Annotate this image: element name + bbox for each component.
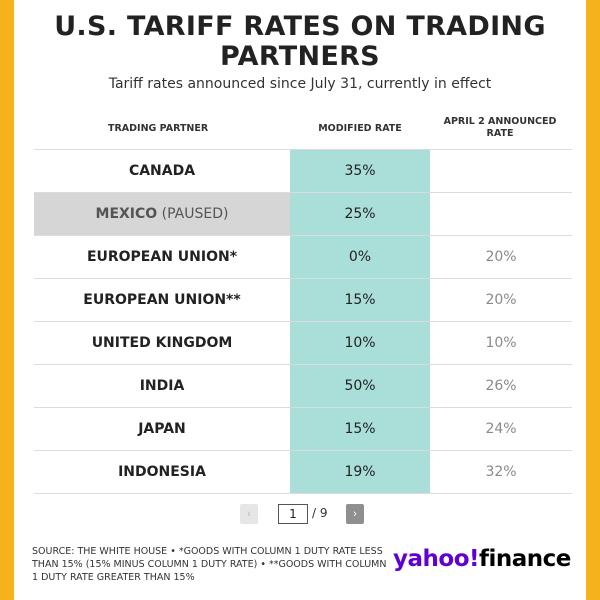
partner-name: INDONESIA (118, 464, 206, 480)
table-row: EUROPEAN UNION* 0% 20% (34, 235, 572, 278)
partner-name: EUROPEAN UNION** (83, 292, 241, 308)
partner-name: CANADA (128, 163, 196, 179)
chart-title: U.S. TARIFF RATES ON TRADING PARTNERS (54, 11, 546, 72)
partner-name: MEXICO (95, 206, 158, 222)
column-header-april: APRIL 2 ANNOUNCED RATE (443, 116, 557, 139)
chart-card: U.S. TARIFF RATES ON TRADING PARTNERS Ta… (14, 0, 586, 600)
table-bottom-border (34, 493, 572, 494)
modified-rate-cell: 19% (344, 464, 376, 480)
modified-rate-cell: 0% (348, 249, 372, 265)
april-rate-cell: 24% (485, 421, 517, 437)
modified-rate-cell: 10% (344, 335, 376, 351)
modified-rate-cell: 15% (344, 421, 376, 437)
yahoo-finance-logo: yahoo!finance (393, 546, 571, 572)
logo-yahoo: yahoo! (393, 546, 479, 572)
modified-rate-cell: 50% (344, 378, 376, 394)
partner-name: INDIA (139, 378, 185, 394)
table-row: INDIA 50% 26% (34, 364, 572, 407)
april-rate-cell (430, 193, 572, 235)
chart-subtitle: Tariff rates announced since July 31, cu… (108, 76, 492, 92)
partner-name: JAPAN (138, 421, 186, 437)
partner-cell: JAPAN (34, 408, 290, 450)
modified-rate-cell: 25% (344, 206, 376, 222)
logo-finance: finance (478, 546, 571, 572)
partner-cell: UNITED KINGDOM (34, 322, 290, 364)
modified-rate-cell: 15% (344, 292, 376, 308)
table-row: EUROPEAN UNION** 15% 20% (34, 278, 572, 321)
column-header-partner: TRADING PARTNER (108, 123, 209, 134)
april-rate-cell: 10% (485, 335, 517, 351)
partner-cell: EUROPEAN UNION** (34, 279, 290, 321)
modified-rate-cell: 35% (344, 163, 376, 179)
page-total: / 9 (312, 506, 328, 520)
page-number-input[interactable] (278, 504, 308, 524)
paused-label: (PAUSED) (157, 206, 229, 222)
partner-cell: CANADA (34, 150, 290, 192)
prev-page-button[interactable]: ‹ (240, 504, 258, 524)
april-rate-cell: 20% (485, 249, 517, 265)
april-rate-cell (430, 150, 572, 192)
table-row: CANADA 35% (34, 149, 572, 192)
table-row: MEXICO (PAUSED) 25% (34, 192, 572, 235)
partner-cell: EUROPEAN UNION* (34, 236, 290, 278)
pagination: ‹ / 9 › (14, 504, 586, 526)
partner-cell: MEXICO (PAUSED) (34, 193, 290, 235)
april-rate-cell: 20% (485, 292, 517, 308)
column-header-modified: MODIFIED RATE (318, 123, 402, 134)
partner-cell: INDONESIA (34, 451, 290, 493)
table-row: UNITED KINGDOM 10% 10% (34, 321, 572, 364)
partner-cell: INDIA (34, 365, 290, 407)
table-row: JAPAN 15% 24% (34, 407, 572, 450)
partner-name: UNITED KINGDOM (91, 335, 233, 351)
next-page-button[interactable]: › (346, 504, 364, 524)
april-rate-cell: 32% (485, 464, 517, 480)
april-rate-cell: 26% (485, 378, 517, 394)
source-note: SOURCE: THE WHITE HOUSE • *GOODS WITH CO… (32, 546, 387, 583)
table-row: INDONESIA 19% 32% (34, 450, 572, 493)
partner-name: EUROPEAN UNION* (86, 249, 238, 265)
